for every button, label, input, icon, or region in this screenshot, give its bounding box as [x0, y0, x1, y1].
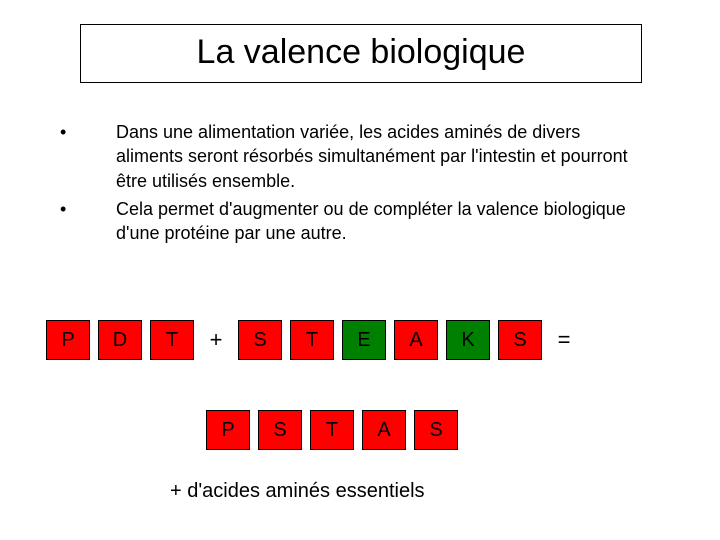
bullet-text: Dans une alimentation variée, les acides…	[116, 120, 650, 193]
bullet-item: • Dans une alimentation variée, les acid…	[60, 120, 650, 193]
operator: +	[202, 327, 230, 353]
letter-row-2: PSTAS	[206, 410, 458, 450]
operator: =	[550, 327, 578, 353]
letter-cell: S	[414, 410, 458, 450]
letter-cell: P	[46, 320, 90, 360]
letter-cell: D	[98, 320, 142, 360]
letter-cell: S	[498, 320, 542, 360]
letter-cell: E	[342, 320, 386, 360]
title-box: La valence biologique	[80, 24, 642, 83]
bullet-item: • Cela permet d'augmenter ou de compléte…	[60, 197, 650, 246]
bullet-mark: •	[60, 197, 116, 246]
letter-row-1: PDT+STEAKS=	[46, 320, 578, 360]
letter-cell: P	[206, 410, 250, 450]
letter-cell: T	[310, 410, 354, 450]
letter-cell: S	[258, 410, 302, 450]
letter-cell: T	[150, 320, 194, 360]
letter-cell: A	[394, 320, 438, 360]
letter-cell: A	[362, 410, 406, 450]
letter-cell: K	[446, 320, 490, 360]
bullet-text: Cela permet d'augmenter ou de compléter …	[116, 197, 650, 246]
bullet-list: • Dans une alimentation variée, les acid…	[60, 120, 650, 249]
letter-cell: T	[290, 320, 334, 360]
caption: + d'acides aminés essentiels	[170, 480, 425, 503]
letter-cell: S	[238, 320, 282, 360]
page-title: La valence biologique	[197, 33, 526, 71]
bullet-mark: •	[60, 120, 116, 193]
